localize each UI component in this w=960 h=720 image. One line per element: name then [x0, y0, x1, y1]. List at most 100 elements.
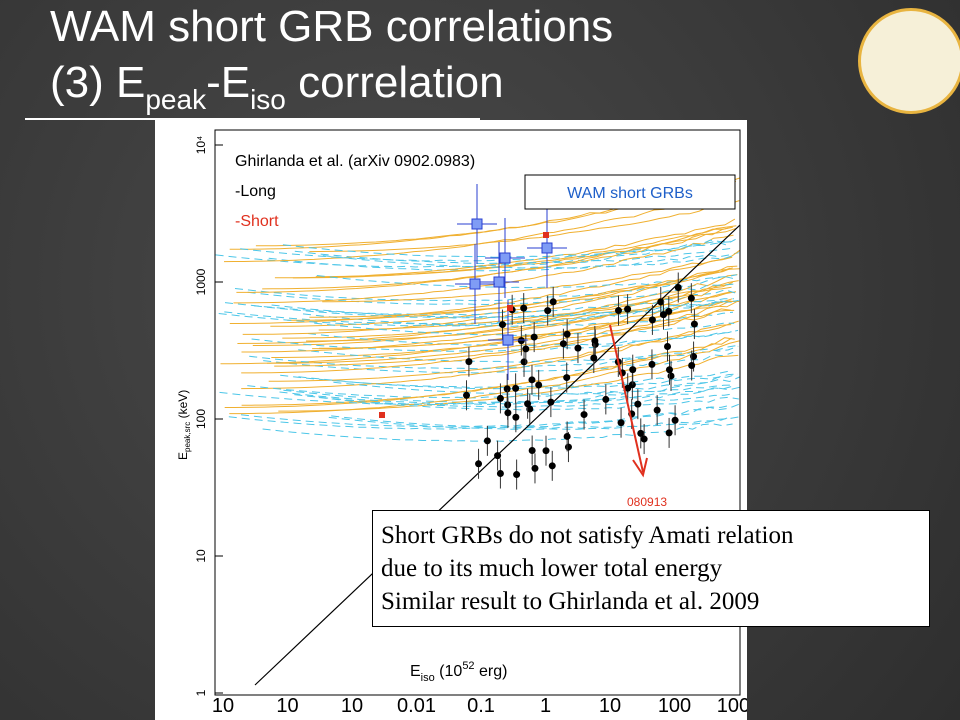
model-curve: [241, 337, 732, 406]
y-ticks: 10⁴ 1000 100 10 1: [194, 136, 223, 696]
x-label-part: erg): [475, 663, 508, 680]
y-label: Epeak,src (keV): [176, 390, 192, 460]
note-box: Short GRBs do not satisfy Amati relation…: [372, 510, 930, 627]
model-curve: [268, 320, 739, 382]
point: [688, 362, 696, 370]
x-tick-label: 1000: [717, 695, 747, 717]
model-curve: [236, 225, 737, 293]
note-line: Short GRBs do not satisfy Amati relation: [381, 522, 794, 549]
point: [520, 304, 528, 312]
model-curve: [229, 249, 741, 324]
model-curve: [224, 300, 735, 325]
y-tick-label: 100: [194, 409, 208, 429]
title-line2: (3) Epeak-Eiso correlation: [50, 58, 504, 125]
point: [531, 464, 539, 472]
x-label-part: iso: [421, 672, 435, 684]
note-line: due to its much lower total energy: [381, 555, 723, 582]
model-curve: [274, 309, 735, 367]
point: [507, 305, 513, 311]
note-line: Similar result to Ghirlanda et al. 2009: [381, 588, 760, 615]
model-curve: [292, 226, 734, 279]
model-curve: [247, 283, 738, 306]
point: [629, 366, 637, 374]
model-curve: [233, 234, 734, 304]
point: [528, 376, 536, 384]
point: [614, 307, 622, 315]
point: [665, 307, 673, 315]
legend-item: -Long: [235, 183, 276, 200]
x-tick-label: 10: [276, 695, 298, 717]
point: [502, 334, 514, 346]
point: [563, 330, 571, 338]
point: [483, 437, 491, 445]
model-curve: [224, 289, 736, 316]
x-tick-label: 10: [599, 695, 621, 717]
model-curve: [219, 376, 740, 406]
x-tick-label: 0.1: [467, 695, 495, 717]
point: [513, 471, 521, 479]
title-text: (3) E: [50, 58, 146, 107]
point: [634, 400, 642, 408]
x-ticks: 10 10 10 0.01 0.1 1 10 100 1000: [212, 695, 747, 717]
point: [547, 398, 555, 406]
model-curve: [298, 345, 739, 363]
point: [520, 358, 528, 366]
point: [496, 394, 504, 402]
y-label-part: peak,src: [183, 422, 192, 452]
legend-item: -Short: [235, 213, 279, 230]
box-label: WAM short GRBs: [567, 185, 693, 202]
point: [463, 391, 471, 399]
point: [549, 298, 557, 306]
point: [574, 344, 582, 352]
model-curve: [271, 301, 732, 318]
y-tick-label: 10⁴: [194, 136, 208, 155]
point: [559, 340, 567, 348]
arrow-head: [632, 457, 648, 478]
point: [590, 354, 598, 362]
model-curve: [331, 415, 732, 429]
model-curve: [307, 329, 739, 347]
point: [503, 385, 511, 393]
point: [475, 460, 483, 468]
point: [591, 337, 599, 345]
x-label-part: E: [410, 663, 421, 680]
model-curve: [241, 286, 732, 353]
model-curve: [240, 239, 731, 262]
point: [563, 374, 571, 382]
point: [602, 395, 610, 403]
x-label-part: 52: [462, 660, 474, 672]
model-curve: [224, 337, 735, 408]
x-label-part: (10: [435, 663, 463, 680]
model-curve: [266, 301, 738, 364]
point: [543, 232, 549, 238]
x-tick-label: 1: [540, 695, 551, 717]
axes-frame: [214, 129, 741, 696]
model-curve: [223, 192, 734, 263]
point: [659, 311, 667, 319]
model-curve: [333, 381, 734, 395]
model-curve: [322, 256, 733, 303]
point: [674, 283, 682, 291]
point: [499, 252, 511, 264]
point: [522, 345, 530, 353]
point: [690, 353, 698, 361]
point: [648, 360, 656, 368]
model-curve: [240, 404, 732, 428]
point: [653, 406, 661, 414]
point: [563, 432, 571, 440]
point: [617, 419, 625, 427]
model-curve: [249, 344, 740, 370]
model-curve: [314, 322, 735, 336]
model-curve: [316, 274, 737, 289]
figure: 080913 Ghirlanda et al. (arXiv 0902.0983…: [155, 120, 747, 720]
point: [640, 435, 648, 443]
point: [512, 384, 520, 392]
y-tick-label: 1000: [194, 268, 208, 295]
x-tick-label: 0.01: [397, 695, 436, 717]
point: [512, 413, 520, 421]
point: [665, 366, 673, 374]
point: [517, 337, 525, 345]
point: [379, 412, 385, 418]
point: [535, 381, 543, 389]
